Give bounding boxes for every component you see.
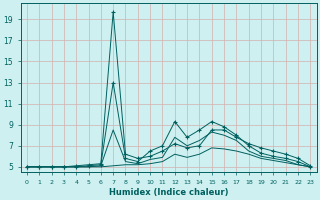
X-axis label: Humidex (Indice chaleur): Humidex (Indice chaleur)	[109, 188, 228, 197]
